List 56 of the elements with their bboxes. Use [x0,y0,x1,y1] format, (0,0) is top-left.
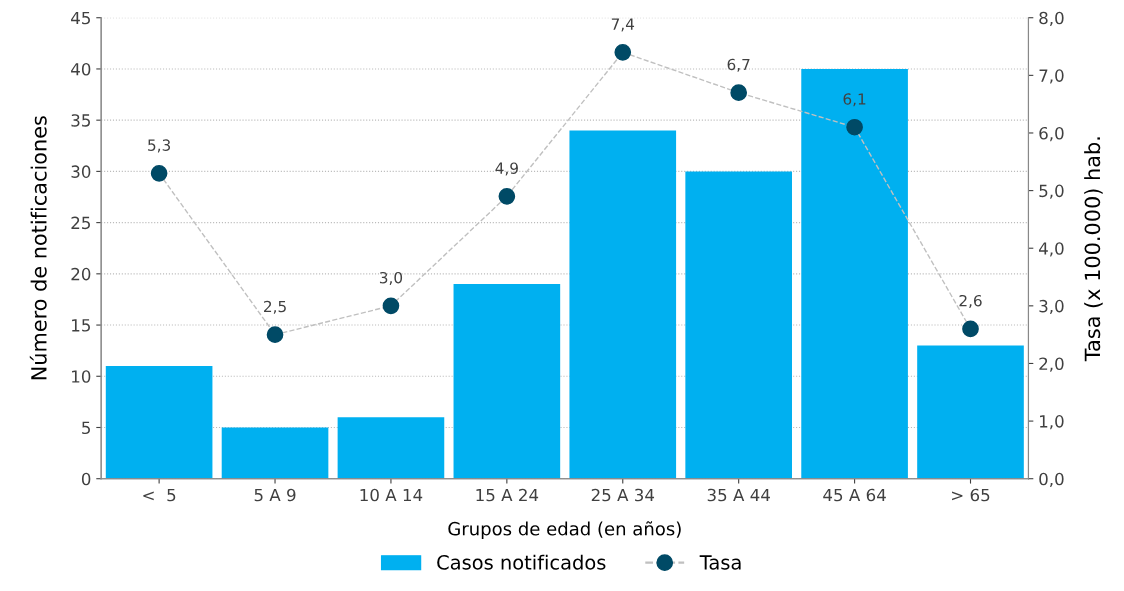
bar [685,171,792,479]
point [846,118,863,136]
bar [917,345,1024,479]
point [498,188,516,205]
x-axis-title: Grupos de edad (en años) [448,521,681,540]
bar [569,130,677,479]
point [266,326,284,343]
data-label: 2,5 [264,300,286,314]
y-tick-label: 5 [82,421,90,435]
data-label: 5,3 [148,139,171,153]
y-tick-label: 0 [81,472,91,486]
data-label: 4,9 [495,162,518,176]
x-tick-label: 5 A 9 [254,488,296,502]
y2-tick-label: 5,0 [1039,184,1064,199]
point [962,320,979,338]
y2-tick-label: 7,0 [1039,69,1064,84]
point [382,297,400,315]
data-label: 7,4 [611,18,635,32]
point [614,43,632,61]
y2-tick-label: 8,0 [1039,11,1064,26]
y2-tick-label: 6,0 [1039,126,1064,142]
data-label: 6,7 [727,58,750,72]
bar [105,366,213,479]
x-tick-label: 15 A 24 [476,488,539,502]
y-tick-label: 35 [71,114,90,127]
bar [337,417,445,479]
y-tick-label: 45 [71,11,90,25]
y2-tick-label: 4,0 [1039,242,1064,257]
y2-tick-label: 2,0 [1039,357,1064,372]
y-axis-title: Número de notificaciones [29,116,47,380]
x-tick-label: > 65 [952,488,990,502]
y-tick-label: 40 [71,62,91,76]
y-tick-label: 20 [71,267,91,281]
x-tick-label: 10 A 14 [360,488,423,502]
y-tick-label: 25 [71,216,90,230]
bar [221,427,329,479]
data-label: 6,1 [843,93,866,107]
bar [801,68,908,479]
bar [453,284,561,479]
legend-label: Casos notificados [437,554,606,570]
y2-axis-title: Tasa (x 100.000) hab. [1084,137,1103,362]
data-label: 2,6 [959,294,982,309]
point [730,84,748,101]
x-tick-label: 25 A 34 [591,488,655,502]
data-label: 3,0 [379,271,403,285]
point [150,164,168,182]
legend-label: Tasa [699,555,741,570]
y-tick-label: 15 [72,319,90,332]
y2-tick-label: 0,0 [1039,472,1064,487]
y2-tick-label: 3,0 [1039,299,1064,315]
y-tick-label: 30 [71,165,91,178]
x-tick-label: 35 A 44 [707,488,770,502]
y2-tick-label: 1,0 [1040,415,1064,430]
y-tick-label: 10 [72,370,91,383]
x-tick-label: 45 A 64 [823,488,886,502]
x-tick-label: < 5 [143,488,176,502]
